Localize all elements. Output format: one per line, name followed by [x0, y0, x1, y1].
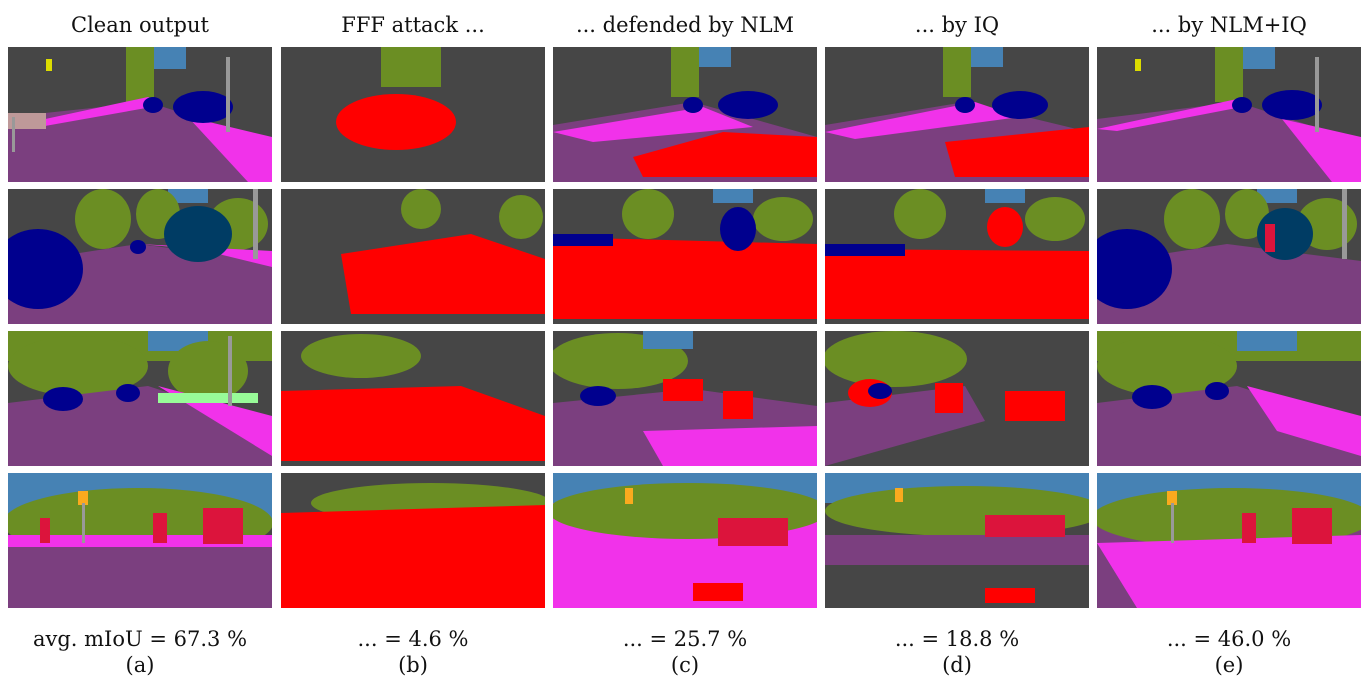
- column-title: FFF attack ...: [281, 12, 545, 38]
- subfigure-label: (d): [825, 652, 1089, 678]
- column-title: ... defended by NLM: [553, 12, 817, 38]
- mean-iou-label: avg. mIoU = 67.3 %: [8, 626, 272, 652]
- segmentation-tile-row3: [825, 331, 1089, 466]
- segmentation-tile-row4: [825, 473, 1089, 608]
- segmentation-tile-row2: [281, 189, 545, 324]
- subfigure-label: (a): [8, 652, 272, 678]
- segmentation-tile-row2: [1097, 189, 1361, 324]
- mean-iou-label: ... = 4.6 %: [281, 626, 545, 652]
- segmentation-tile-row4: [1097, 473, 1361, 608]
- segmentation-tile-row3: [553, 331, 817, 466]
- segmentation-tile-row1: [281, 47, 545, 182]
- segmentation-tile-row2: [8, 189, 272, 324]
- column-title: ... by IQ: [825, 12, 1089, 38]
- segmentation-tile-row4: [8, 473, 272, 608]
- column-e: ... by NLM+IQ: [1097, 0, 1361, 684]
- mean-iou-label: ... = 25.7 %: [553, 626, 817, 652]
- mean-iou-label: ... = 18.8 %: [825, 626, 1089, 652]
- segmentation-tile-row1: [8, 47, 272, 182]
- column-b: FFF attack ... ... = 4.6 % (b): [281, 0, 545, 684]
- segmentation-tile-row2: [825, 189, 1089, 324]
- segmentation-tile-row3: [1097, 331, 1361, 466]
- segmentation-tile-row2: [553, 189, 817, 324]
- mean-iou-label: ... = 46.0 %: [1097, 626, 1361, 652]
- subfigure-label: (e): [1097, 652, 1361, 678]
- subfigure-label: (c): [553, 652, 817, 678]
- column-c: ... defended by NLM: [553, 0, 817, 684]
- segmentation-tile-row4: [553, 473, 817, 608]
- column-title: Clean output: [8, 12, 272, 38]
- segmentation-tile-row3: [281, 331, 545, 466]
- segmentation-tile-row3: [8, 331, 272, 466]
- column-d: ... by IQ: [825, 0, 1089, 684]
- segmentation-tile-row1: [553, 47, 817, 182]
- segmentation-tile-row4: [281, 473, 545, 608]
- subfigure-label: (b): [281, 652, 545, 678]
- segmentation-tile-row1: [825, 47, 1089, 182]
- column-a: Clean output: [8, 0, 272, 684]
- column-title: ... by NLM+IQ: [1097, 12, 1361, 38]
- segmentation-tile-row1: [1097, 47, 1361, 182]
